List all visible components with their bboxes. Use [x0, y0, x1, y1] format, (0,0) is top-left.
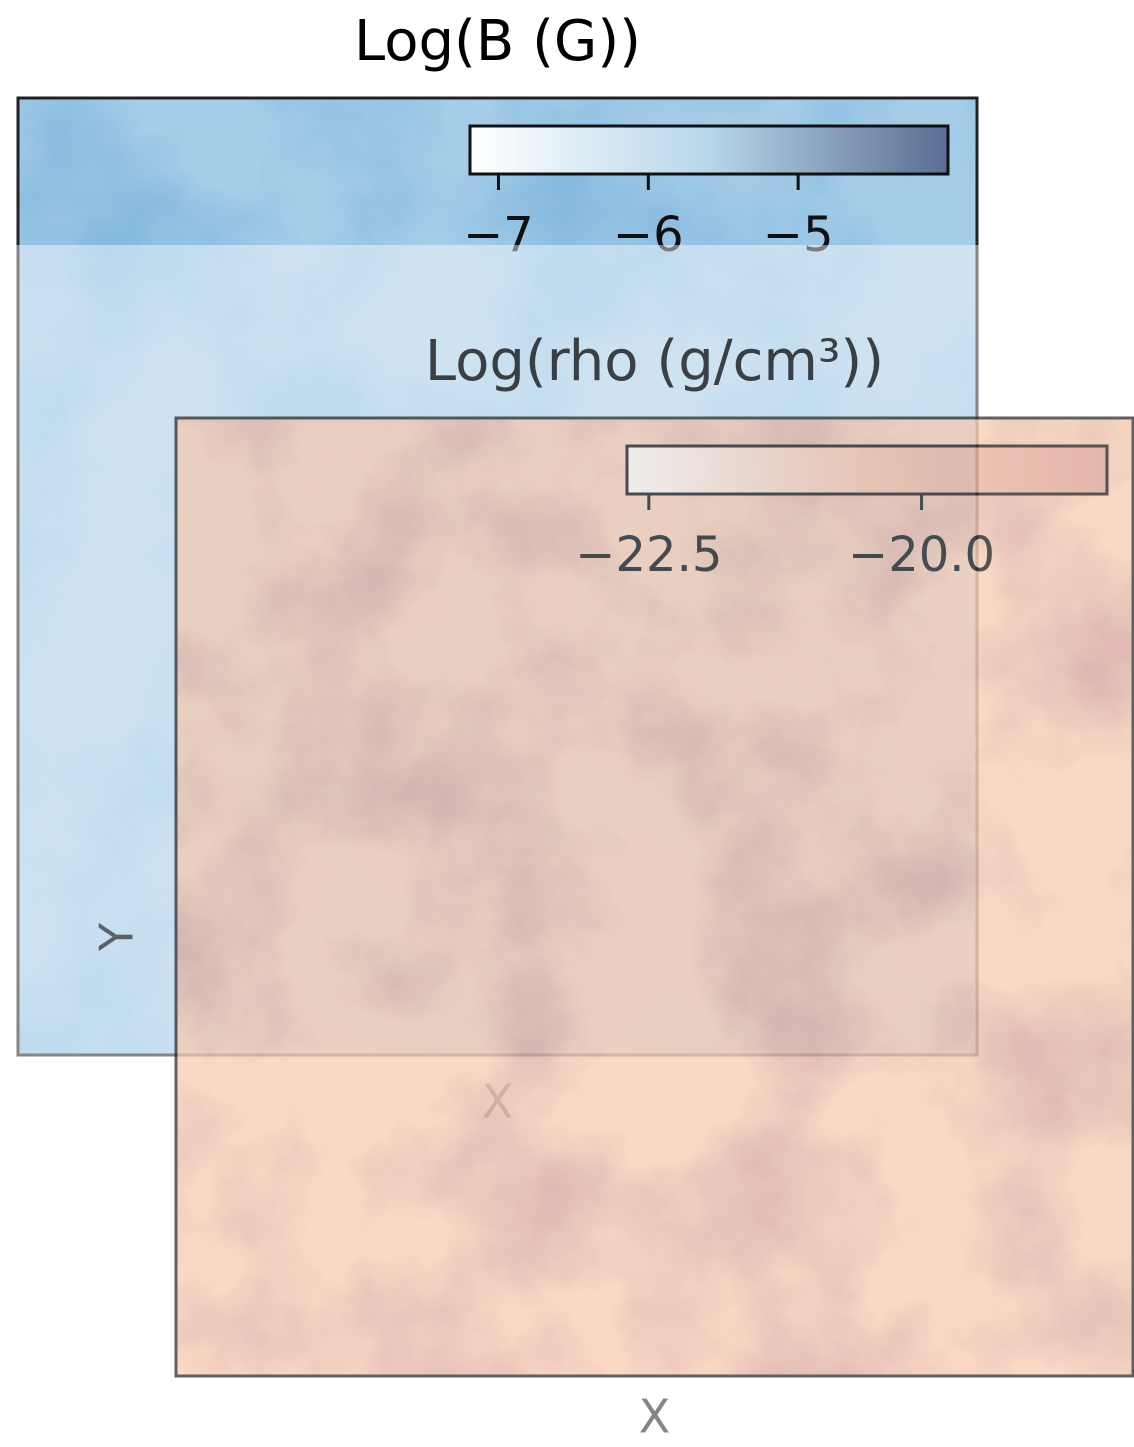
- panel-title: Log(B (G)): [354, 9, 641, 74]
- panel: Log(rho (g/cm³)) X Y −22.5 −20.0: [90, 329, 1134, 1444]
- x-axis-label: X: [639, 1390, 671, 1444]
- y-axis-label: Y: [90, 922, 144, 952]
- colorbar-tick-label: −22.5: [575, 527, 722, 583]
- colorbar-tick-label: −6: [613, 207, 684, 263]
- colorbar: [625, 444, 1109, 496]
- axes-frame: [174, 416, 1134, 1378]
- colorbar-tick-label: −5: [763, 207, 834, 263]
- colorbar-tick-label: −7: [463, 207, 534, 263]
- panel-title: Log(rho (g/cm³)): [425, 329, 884, 394]
- colorbar: [468, 124, 950, 176]
- colorbar-tick-label: −20.0: [848, 527, 995, 583]
- image-texture: [176, 418, 1133, 1376]
